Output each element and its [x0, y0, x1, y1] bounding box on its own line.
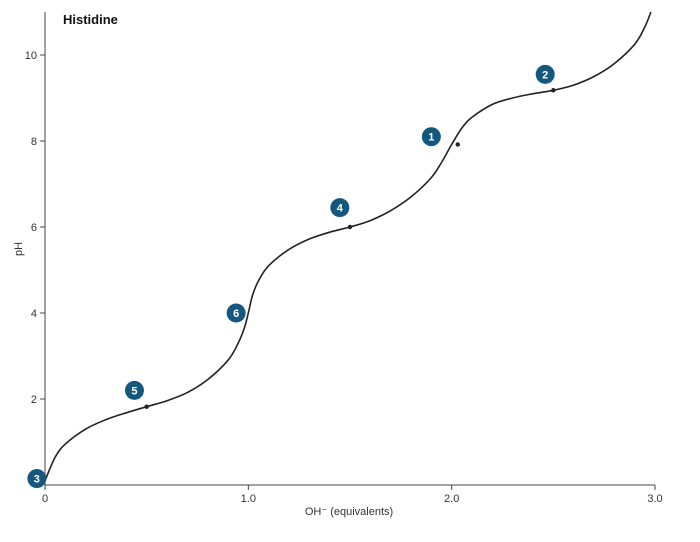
- marker-number: 4: [337, 203, 344, 215]
- curve-point: [455, 142, 460, 147]
- y-tick-label: 6: [31, 222, 37, 234]
- y-tick-label: 8: [31, 136, 37, 148]
- y-tick-label: 10: [25, 50, 37, 62]
- y-axis-label: pH: [13, 242, 25, 256]
- marker-number: 6: [233, 308, 239, 320]
- marker-circle: [421, 127, 441, 147]
- marker-circle: [27, 469, 47, 489]
- x-tick-label: 2.0: [444, 493, 459, 505]
- marker-circle: [226, 303, 246, 323]
- x-tick-label: 0: [42, 493, 48, 505]
- marker-circle: [330, 198, 350, 218]
- axes: [44, 12, 655, 486]
- y-tick-label: 4: [31, 308, 37, 320]
- y-tick-label: 2: [31, 394, 37, 406]
- marker-5: 5: [124, 380, 144, 400]
- x-tick-label: 1.0: [241, 493, 256, 505]
- marker-3: 3: [27, 469, 47, 489]
- marker-circle: [124, 380, 144, 400]
- x-axis-label: OH⁻ (equivalents): [305, 506, 393, 518]
- marker-1: 1: [421, 127, 441, 147]
- marker-2: 2: [535, 64, 555, 84]
- x-tick-label: 3.0: [647, 493, 662, 505]
- curve-point: [551, 88, 556, 93]
- marker-number: 1: [428, 132, 434, 144]
- marker-4: 4: [330, 198, 350, 218]
- highlight-points: [144, 88, 556, 409]
- marker-number: 5: [131, 385, 137, 397]
- marker-number: 2: [542, 69, 548, 81]
- marker-6: 6: [226, 303, 246, 323]
- numbered-markers: 1 2 3 4 5 6: [27, 64, 555, 489]
- marker-number: 3: [34, 474, 40, 486]
- titration-curve: [44, 11, 652, 482]
- ticks: 0 1.0 2.0 3.0 2 4 6 8 10: [25, 50, 663, 505]
- curve-layer: [44, 11, 652, 482]
- curve-point: [347, 224, 353, 230]
- curve-point: [144, 404, 149, 409]
- marker-circle: [535, 64, 555, 84]
- chart-title: Histidine: [63, 12, 118, 27]
